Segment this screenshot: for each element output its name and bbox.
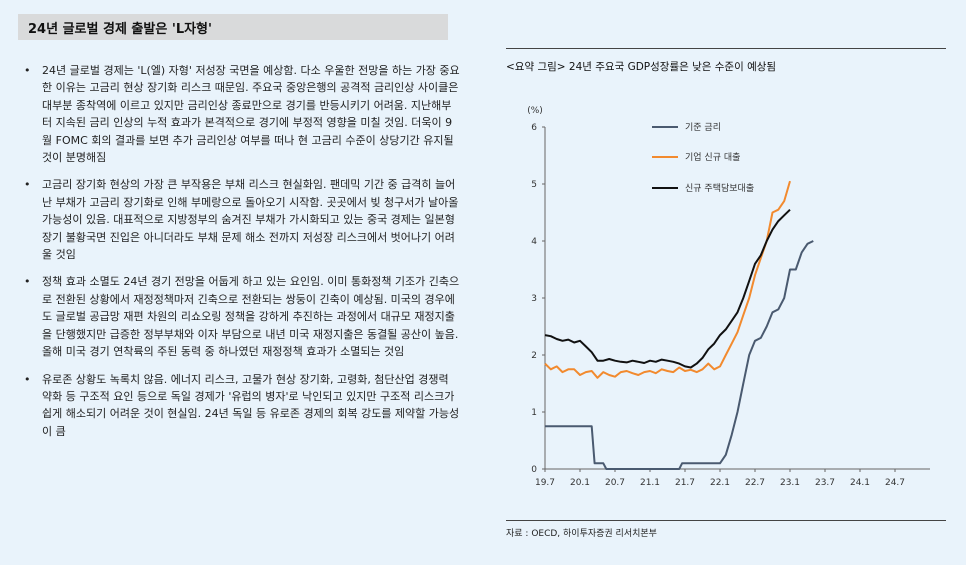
y-tick-label: 4 xyxy=(531,237,537,247)
bullet-marker: • xyxy=(24,64,31,77)
y-tick-label: 3 xyxy=(531,294,537,304)
chart-source: 자료 : OECD, 하이투자증권 리서치본부 xyxy=(506,520,946,539)
bullet-marker: • xyxy=(24,275,31,289)
bullet-text: 유로존 상황도 녹록치 않음. 에너지 리스크, 고물가 현상 장기화, 고령화… xyxy=(42,372,460,438)
x-tick-label: 23.1 xyxy=(780,478,800,488)
bullet-marker: • xyxy=(24,372,31,386)
x-tick-label: 22.7 xyxy=(745,478,765,488)
bullet-item: • 유로존 상황도 녹록치 않음. 에너지 리스크, 고물가 현상 장기화, 고령… xyxy=(20,371,460,441)
x-tick-label: 21.1 xyxy=(640,478,660,488)
legend-label: 기준 금리 xyxy=(685,122,721,133)
series-line xyxy=(544,180,791,379)
bullet-marker: • xyxy=(24,178,31,192)
y-tick-label: 0 xyxy=(531,465,537,475)
x-tick-label: 22.1 xyxy=(710,478,730,488)
y-tick-label: 2 xyxy=(531,351,537,361)
y-tick-label: 1 xyxy=(531,408,537,418)
chart-title: <요약 그림> 24년 주요국 GDP성장률은 낮은 수준이 예상됨 xyxy=(506,48,946,74)
bullet-list: • 24년 글로벌 경제는 'L(엘) 자형' 저성장 국면을 예상함. 다소 우… xyxy=(20,62,460,450)
y-tick-label: 6 xyxy=(531,123,537,133)
legend-label: 기업 신규 대출 xyxy=(685,152,740,163)
bullet-text: 24년 글로벌 경제는 'L(엘) 자형' 저성장 국면을 예상함. 다소 우울… xyxy=(42,64,460,165)
x-tick-label: 24.1 xyxy=(850,478,870,488)
bullet-text: 고금리 장기화 현상의 가장 큰 부작용은 부채 리스크 현실화임. 팬데믹 기… xyxy=(42,178,459,262)
series-line xyxy=(545,240,814,470)
legend-label: 신규 주택담보대출 xyxy=(685,182,754,194)
bullet-item: • 24년 글로벌 경제는 'L(엘) 자형' 저성장 국면을 예상함. 다소 우… xyxy=(20,62,460,166)
x-tick-label: 23.7 xyxy=(815,478,835,488)
y-tick-label: 5 xyxy=(531,180,537,190)
bullet-item: • 정책 효과 소멸도 24년 경기 전망을 어둡게 하고 있는 요인임. 이미 … xyxy=(20,273,460,360)
y-axis-unit-label: (%) xyxy=(527,106,543,116)
x-tick-label: 21.7 xyxy=(675,478,695,488)
section-title-bar: 24년 글로벌 경제 출발은 'L자형' xyxy=(18,14,448,40)
x-tick-label: 24.7 xyxy=(885,478,905,488)
bullet-text: 정책 효과 소멸도 24년 경기 전망을 어둡게 하고 있는 요인임. 이미 통… xyxy=(42,275,460,359)
x-tick-label: 20.7 xyxy=(605,478,625,488)
x-tick-label: 20.1 xyxy=(570,478,590,488)
bullet-item: • 고금리 장기화 현상의 가장 큰 부작용은 부채 리스크 현실화임. 팬데믹 … xyxy=(20,176,460,263)
series-line xyxy=(544,208,791,369)
x-tick-label: 19.7 xyxy=(535,478,555,488)
section-title: 24년 글로벌 경제 출발은 'L자형' xyxy=(28,22,212,37)
